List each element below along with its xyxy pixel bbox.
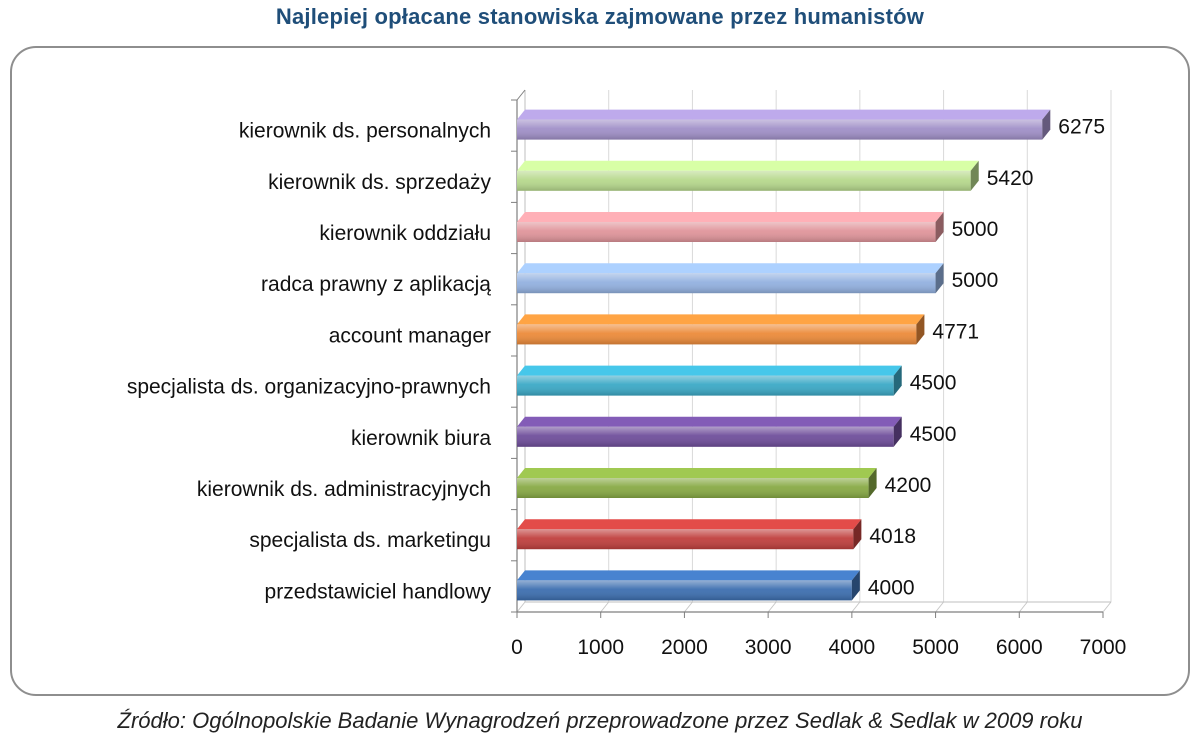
bar-shine — [517, 273, 936, 294]
floor-gridline — [600, 601, 610, 613]
bar-shine — [517, 478, 869, 498]
category-label: specjalista ds. marketingu — [249, 529, 491, 552]
labels: 0 1000 2000 3000 4000 5000 6000 7000 kierownik d… — [127, 116, 1127, 659]
bar-top — [517, 365, 902, 376]
data-label: 4500 — [910, 423, 957, 446]
x-tick-label: 2000 — [661, 636, 708, 659]
x-tick-label: 3000 — [745, 636, 792, 659]
bar-top — [517, 468, 877, 478]
bar-top — [517, 314, 925, 325]
y-axis-top-edge — [516, 89, 526, 101]
category-label: kierownik ds. personalnych — [239, 120, 491, 143]
data-label: 5420 — [987, 167, 1034, 190]
floor-gridline — [851, 601, 861, 613]
category-label: specjalista ds. organizacyjno-prawnych — [127, 376, 491, 399]
data-label: 4000 — [868, 576, 915, 599]
bar-end — [916, 314, 925, 345]
bar-top — [517, 109, 1051, 120]
bar-end — [935, 263, 944, 294]
floor-gridline — [684, 601, 693, 613]
bar-top — [517, 570, 860, 581]
bar-shine — [517, 580, 852, 601]
floor-gridline — [1018, 601, 1028, 613]
x-tick-label: 1000 — [577, 636, 624, 659]
bar-shine — [517, 170, 971, 191]
x-tick-label: 7000 — [1080, 636, 1127, 659]
bar-top — [517, 160, 979, 171]
x-tick-label: 0 — [511, 636, 523, 659]
bar-end — [970, 160, 979, 191]
bar-shine — [517, 324, 917, 345]
bar-top — [517, 416, 902, 427]
data-label: 4771 — [932, 320, 979, 343]
bar-shine — [517, 426, 894, 447]
bar-end — [893, 365, 902, 396]
bar-shine — [517, 222, 936, 242]
bar-chart: 0 1000 2000 3000 4000 5000 6000 7000 kierownik d… — [127, 89, 1127, 659]
category-label: kierownik biura — [351, 427, 491, 450]
bar-top — [517, 263, 944, 274]
data-label: 6275 — [1058, 116, 1105, 139]
bar-end — [935, 212, 944, 242]
category-label: kierownik ds. administracyjnych — [197, 478, 491, 501]
bar-top — [517, 519, 862, 530]
floor-gridline — [1102, 601, 1112, 613]
category-label: przedstawiciel handlowy — [265, 580, 492, 603]
data-label: 4500 — [910, 372, 957, 395]
bar-top — [517, 212, 944, 222]
bar-shine — [517, 375, 894, 396]
data-label: 5000 — [952, 218, 999, 241]
data-label: 4018 — [869, 525, 916, 548]
category-label: kierownik ds. sprzedaży — [268, 171, 491, 194]
bar-shine — [517, 119, 1043, 140]
category-label: kierownik oddziału — [319, 222, 491, 245]
bar-end — [893, 416, 902, 447]
bar-end — [851, 570, 860, 601]
data-label: 5000 — [952, 269, 999, 292]
floor-gridline — [516, 601, 526, 613]
bar-end — [1042, 109, 1051, 140]
floor-gridline — [767, 601, 777, 613]
category-label: account manager — [329, 324, 491, 347]
x-tick-label: 6000 — [996, 636, 1043, 659]
data-label: 4200 — [885, 474, 932, 497]
chart-title: Najlepiej opłacane stanowiska zajmowane … — [275, 4, 925, 29]
floor-gridline — [935, 601, 944, 613]
x-tick-label: 4000 — [828, 636, 875, 659]
bars — [517, 109, 1051, 601]
bar-end — [853, 519, 862, 550]
source-caption: Źródło: Ogólnopolskie Badanie Wynagrodze… — [117, 708, 1083, 733]
category-label: radca prawny z aplikacją — [261, 273, 491, 296]
bar-shine — [517, 529, 854, 550]
bar-end — [868, 468, 877, 498]
x-tick-label: 5000 — [912, 636, 959, 659]
